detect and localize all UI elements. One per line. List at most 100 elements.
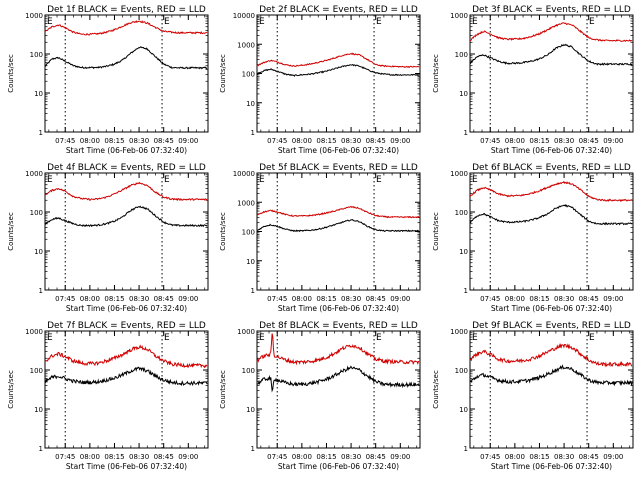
series-line-events: [44, 46, 208, 70]
series-line-lld: [469, 342, 633, 368]
plot-frame: [44, 330, 209, 449]
x-tick-label: 09:00: [603, 453, 623, 461]
y-tick-label: 10: [459, 90, 468, 98]
segment-marker-end: E: [376, 17, 382, 27]
x-tick-label: 08:15: [529, 137, 549, 145]
x-tick-label: 07:45: [480, 137, 500, 145]
chart-panel-9: Det 9f BLACK = Events, RED = LLD Counts/s…: [432, 321, 634, 471]
y-tick-label: 1000: [237, 199, 255, 207]
x-tick-label: 08:15: [104, 137, 124, 145]
x-tick-label: 08:00: [505, 137, 525, 145]
x-tick-label: 08:15: [104, 453, 124, 461]
y-tick-label: 100: [242, 229, 255, 237]
x-axis-ticks: [473, 15, 631, 132]
x-tick-label: 08:15: [104, 295, 124, 303]
x-tick-label: 08:30: [129, 453, 149, 461]
y-tick-label: 1000: [237, 328, 255, 336]
x-tick-label: 07:45: [55, 453, 75, 461]
x-axis-ticks: [260, 331, 418, 448]
y-tick-label: 10: [34, 90, 43, 98]
y-tick-label: 100: [30, 209, 43, 217]
series-line-lld: [44, 344, 208, 369]
segment-marker-start: E: [47, 17, 53, 27]
segment-marker-start: E: [47, 175, 53, 185]
x-tick-label: 08:30: [341, 453, 361, 461]
y-tick-label: 100: [242, 367, 255, 375]
x-axis-label: Start Time (06-Feb-06 07:32:40): [66, 146, 187, 155]
x-axis-ticks: [48, 173, 206, 290]
x-tick-label: 08:15: [316, 453, 336, 461]
y-tick-label: 10000: [233, 170, 255, 178]
x-tick-label: 08:30: [554, 453, 574, 461]
y-axis-ticks: [45, 172, 208, 291]
series-line-events: [44, 366, 208, 387]
series-line-events: [469, 43, 633, 66]
y-tick-label: 1000: [25, 12, 43, 20]
x-axis-ticks: [260, 173, 418, 290]
x-axis-label: Start Time (06-Feb-06 07:32:40): [278, 462, 399, 471]
x-tick-label: 08:30: [129, 295, 149, 303]
y-axis-label: Counts/sec: [7, 212, 15, 251]
y-tick-label: 1000: [450, 170, 468, 178]
plot-frame: [256, 172, 421, 291]
x-tick-label: 09:00: [603, 295, 623, 303]
series-line-events: [256, 218, 420, 233]
series-line-lld: [256, 52, 420, 69]
plot-frame: [44, 14, 209, 133]
y-tick-label: 1: [39, 287, 43, 295]
chart-title: Det 6f BLACK = Events, RED = LLD: [472, 163, 631, 173]
series-line-lld: [256, 333, 420, 366]
y-axis-ticks: [257, 330, 420, 449]
y-axis-label: Counts/sec: [219, 54, 227, 93]
y-tick-label: 10: [246, 100, 255, 108]
segment-marker-end: E: [164, 17, 170, 27]
y-tick-label: 10: [246, 258, 255, 266]
x-tick-label: 08:15: [316, 137, 336, 145]
x-tick-label: 07:45: [267, 295, 287, 303]
y-tick-label: 1000: [450, 12, 468, 20]
x-tick-label: 08:15: [316, 295, 336, 303]
x-tick-label: 08:15: [529, 453, 549, 461]
segment-marker-start: E: [259, 17, 265, 27]
chart-title: Det 5f BLACK = Events, RED = LLD: [259, 163, 418, 173]
y-axis-ticks: [45, 330, 208, 449]
x-tick-label: 08:30: [341, 137, 361, 145]
y-axis-label: Counts/sec: [219, 370, 227, 409]
x-axis-label: Start Time (06-Feb-06 07:32:40): [66, 462, 187, 471]
y-tick-label: 100: [30, 51, 43, 59]
plot-frame: [469, 14, 634, 133]
plot-frame: [44, 172, 209, 291]
y-tick-label: 1000: [450, 328, 468, 336]
y-tick-label: 100: [455, 51, 468, 59]
x-tick-label: 08:00: [505, 453, 525, 461]
x-tick-label: 09:00: [390, 453, 410, 461]
x-tick-label: 08:45: [579, 295, 599, 303]
x-tick-label: 08:00: [292, 295, 312, 303]
y-tick-label: 1: [39, 445, 43, 453]
x-tick-label: 08:00: [80, 137, 100, 145]
x-tick-label: 08:30: [554, 295, 574, 303]
x-axis-label: Start Time (06-Feb-06 07:32:40): [278, 146, 399, 155]
y-tick-label: 10: [459, 248, 468, 256]
y-tick-label: 1: [251, 445, 255, 453]
x-axis-label: Start Time (06-Feb-06 07:32:40): [66, 304, 187, 313]
series-line-lld: [256, 205, 420, 219]
x-tick-label: 07:45: [267, 137, 287, 145]
x-axis-ticks: [473, 173, 631, 290]
series-line-events: [44, 205, 208, 228]
x-axis-ticks: [48, 331, 206, 448]
series-line-lld: [469, 22, 633, 42]
x-tick-label: 08:45: [154, 453, 174, 461]
segment-marker-end: E: [164, 333, 170, 343]
segment-marker-start: E: [472, 175, 478, 185]
chart-title: Det 1f BLACK = Events, RED = LLD: [47, 5, 206, 15]
y-tick-label: 1000: [25, 170, 43, 178]
x-axis-label: Start Time (06-Feb-06 07:32:40): [491, 146, 612, 155]
y-tick-label: 10000: [233, 12, 255, 20]
plot-frame: [469, 172, 634, 291]
x-tick-label: 08:00: [80, 453, 100, 461]
y-tick-label: 1: [464, 445, 468, 453]
segment-marker-start: E: [472, 333, 478, 343]
x-tick-label: 08:45: [366, 137, 386, 145]
y-axis-ticks: [257, 172, 420, 291]
